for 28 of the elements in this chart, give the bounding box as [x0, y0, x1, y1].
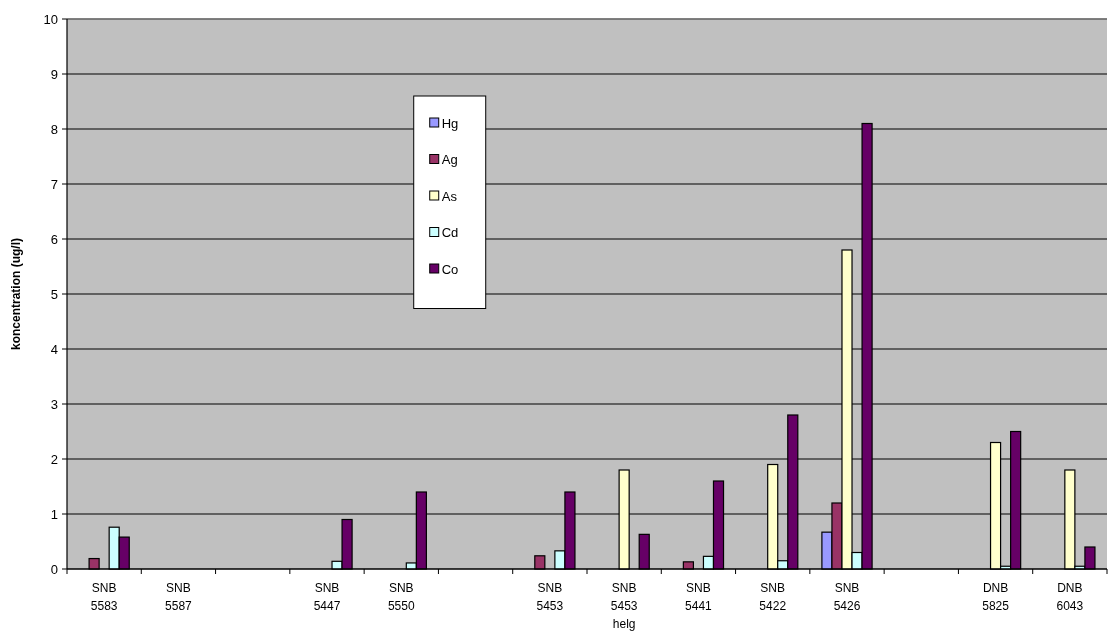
- legend-label: Hg: [441, 115, 459, 131]
- x-tick-label: SNB 5447: [313, 581, 341, 613]
- y-tick-label: 0: [50, 561, 58, 577]
- y-tick-label: 2: [50, 451, 58, 467]
- x-tick-label: SNB 5453 helg: [610, 581, 638, 631]
- legend-label: Cd: [441, 225, 459, 241]
- x-tick-label: DNB 5825: [982, 581, 1010, 613]
- x-tick-label: SNB 5583: [90, 581, 118, 613]
- y-tick-label: 6: [50, 231, 58, 247]
- y-tick-label: 9: [50, 66, 58, 82]
- x-tick-label: SNB 5587: [165, 581, 193, 613]
- y-tick-label: 7: [50, 176, 58, 192]
- legend-label: As: [441, 188, 458, 204]
- x-tick-label: SNB 5422: [759, 581, 787, 613]
- x-tick-label: SNB 5426: [833, 581, 861, 613]
- x-tick-label: SNB 5453: [536, 581, 564, 613]
- x-tick-label: DNB 6043: [1056, 581, 1084, 613]
- x-tick-label: SNB 5441: [685, 581, 713, 613]
- y-tick-label: 1: [50, 506, 58, 522]
- y-tick-label: 3: [50, 396, 58, 412]
- y-tick-label: 5: [50, 286, 58, 302]
- y-axis-title: koncentration (ug/l): [9, 238, 23, 350]
- y-tick-label: 8: [50, 121, 58, 137]
- x-tick-label: SNB 5550: [387, 581, 415, 613]
- legend-label: Ag: [441, 152, 458, 168]
- y-tick-label: 10: [43, 11, 58, 27]
- legend-label: Co: [441, 261, 459, 277]
- y-tick-label: 4: [50, 341, 58, 357]
